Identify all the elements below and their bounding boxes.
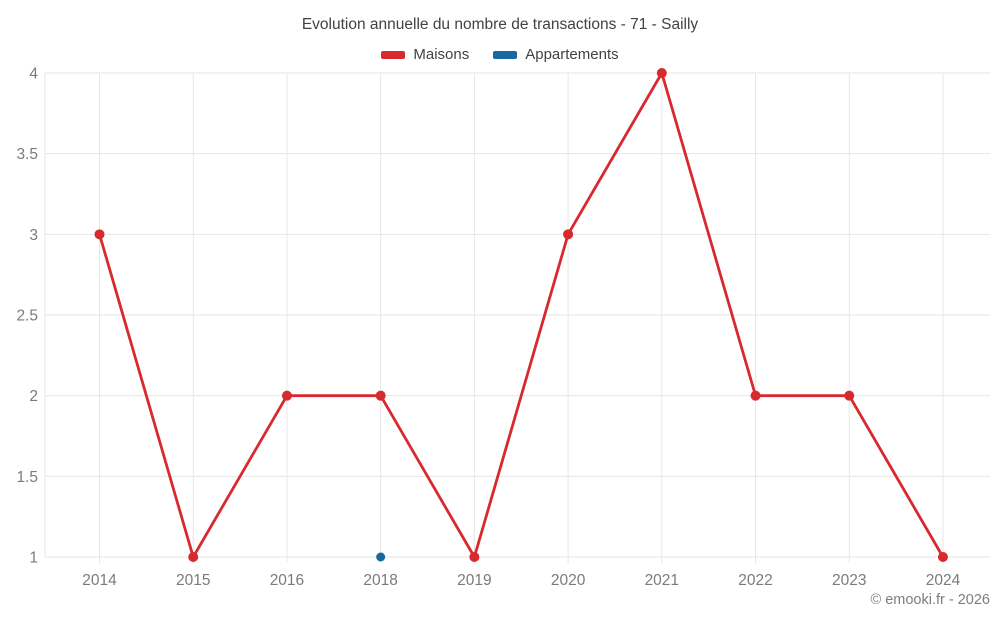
x-axis-tick-label: 2024 [926,572,961,589]
legend-label-maisons: Maisons [413,46,470,63]
data-point-maisons-2015[interactable] [188,552,199,562]
legend-item-maisons[interactable]: Maisons [381,46,469,63]
data-point-maisons-2014[interactable] [94,229,105,240]
data-point-appartements-2018[interactable] [376,552,386,562]
x-axis-tick-label: 2019 [457,572,491,589]
x-axis-tick-label: 2021 [645,572,679,589]
y-axis-tick-label: 1.5 [16,469,38,486]
data-point-maisons-2022[interactable] [750,390,761,401]
y-axis-tick-label: 2 [29,388,38,405]
x-axis-tick-label: 2016 [270,572,304,589]
x-axis-tick-label: 2020 [551,572,586,589]
y-axis-tick-label: 4 [29,66,38,83]
legend-item-appartements[interactable]: Appartements [493,46,619,63]
chart-title: Evolution annuelle du nombre de transact… [301,16,699,33]
series-appartements [376,552,386,562]
data-point-maisons-2019[interactable] [469,552,480,562]
data-point-maisons-2018[interactable] [375,390,386,401]
data-point-maisons-2023[interactable] [844,390,855,401]
series-maisons [94,68,948,562]
copyright-attribution: © emooki.fr - 2026 [870,592,990,608]
x-axis-tick-label: 2023 [832,572,866,589]
data-point-maisons-2021[interactable] [656,68,667,78]
data-point-maisons-2016[interactable] [281,390,292,401]
x-axis-tick-label: 2015 [176,572,210,589]
y-axis-tick-label: 3.5 [16,146,38,163]
data-point-maisons-2024[interactable] [937,552,948,562]
x-axis-tick-label: 2014 [82,572,117,589]
y-gridlines-and-labels: 1 1.5 2 2.5 3 3.5 4 [16,66,990,567]
maisons-color-swatch [381,50,406,59]
series-line-maisons [98,71,945,559]
data-point-maisons-2020[interactable] [563,229,574,240]
y-axis-tick-label: 2.5 [16,308,38,325]
appartements-color-swatch [493,50,518,59]
chart-legend: Maisons Appartements [0,46,1000,63]
x-gridlines-and-labels: 2014 2015 2016 2018 2019 2020 2021 2022 2023 2024 [82,73,961,589]
x-axis-tick-label: 2018 [363,572,397,589]
y-axis-tick-label: 1 [29,550,38,567]
y-axis-tick-label: 3 [29,227,38,244]
legend-label-appartements: Appartements [525,46,619,63]
x-axis-tick-label: 2022 [738,572,772,589]
